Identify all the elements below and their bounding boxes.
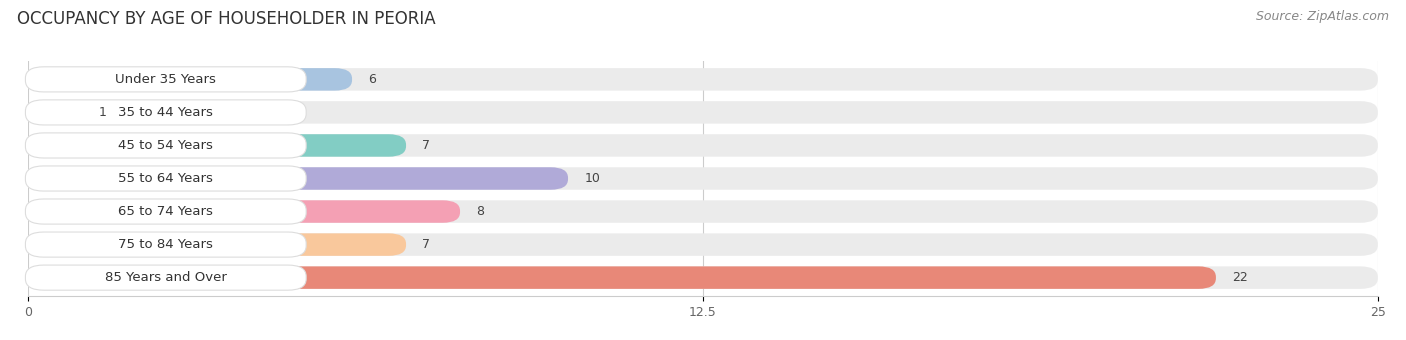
FancyBboxPatch shape <box>25 133 307 158</box>
Text: 1: 1 <box>98 106 107 119</box>
FancyBboxPatch shape <box>25 199 307 224</box>
Text: 10: 10 <box>585 172 600 185</box>
Text: OCCUPANCY BY AGE OF HOUSEHOLDER IN PEORIA: OCCUPANCY BY AGE OF HOUSEHOLDER IN PEORI… <box>17 10 436 28</box>
FancyBboxPatch shape <box>28 167 1378 190</box>
FancyBboxPatch shape <box>28 267 1378 289</box>
Text: 55 to 64 Years: 55 to 64 Years <box>118 172 214 185</box>
FancyBboxPatch shape <box>28 233 1378 256</box>
FancyBboxPatch shape <box>25 100 307 125</box>
Text: 7: 7 <box>422 139 430 152</box>
FancyBboxPatch shape <box>28 167 568 190</box>
Text: 85 Years and Over: 85 Years and Over <box>105 271 226 284</box>
Text: 22: 22 <box>1232 271 1249 284</box>
FancyBboxPatch shape <box>28 68 352 90</box>
Text: 75 to 84 Years: 75 to 84 Years <box>118 238 214 251</box>
FancyBboxPatch shape <box>28 267 1216 289</box>
FancyBboxPatch shape <box>25 67 307 92</box>
FancyBboxPatch shape <box>28 233 406 256</box>
Text: 8: 8 <box>477 205 484 218</box>
FancyBboxPatch shape <box>25 166 307 191</box>
Text: 65 to 74 Years: 65 to 74 Years <box>118 205 214 218</box>
Text: Source: ZipAtlas.com: Source: ZipAtlas.com <box>1256 10 1389 23</box>
Text: 6: 6 <box>368 73 377 86</box>
Text: 35 to 44 Years: 35 to 44 Years <box>118 106 214 119</box>
FancyBboxPatch shape <box>28 134 406 157</box>
FancyBboxPatch shape <box>28 200 460 223</box>
Text: 7: 7 <box>422 238 430 251</box>
Text: Under 35 Years: Under 35 Years <box>115 73 217 86</box>
FancyBboxPatch shape <box>28 101 1378 124</box>
FancyBboxPatch shape <box>28 68 1378 90</box>
FancyBboxPatch shape <box>25 265 307 290</box>
Text: 45 to 54 Years: 45 to 54 Years <box>118 139 214 152</box>
FancyBboxPatch shape <box>28 101 82 124</box>
FancyBboxPatch shape <box>28 200 1378 223</box>
FancyBboxPatch shape <box>25 232 307 257</box>
FancyBboxPatch shape <box>28 134 1378 157</box>
